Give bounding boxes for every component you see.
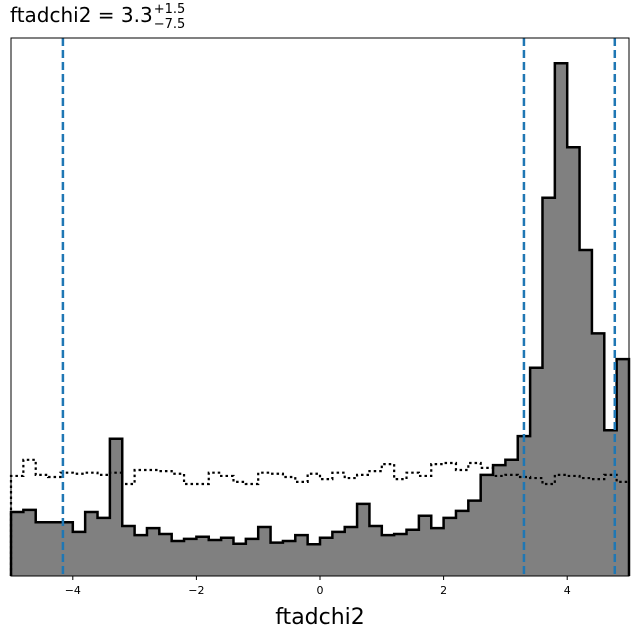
histogram-bar xyxy=(295,535,309,576)
histogram-bar xyxy=(184,538,197,576)
histogram-bar xyxy=(381,535,395,576)
histogram-bar xyxy=(85,511,98,576)
histogram-bar xyxy=(208,539,222,576)
histogram-bar xyxy=(23,509,37,576)
chart-title: ftadchi2 = 3.3 xyxy=(10,3,153,27)
histogram-bar xyxy=(146,528,160,576)
title-upper-error: +1.5 xyxy=(154,2,186,17)
histogram-bar xyxy=(282,541,296,576)
title-equals: = xyxy=(91,3,120,27)
histogram-bar xyxy=(443,517,457,576)
x-tick-label: −4 xyxy=(65,584,81,597)
x-tick-label: 2 xyxy=(440,584,447,597)
histogram-bar xyxy=(554,63,568,576)
histogram-bar xyxy=(332,531,346,576)
histogram-bar xyxy=(97,517,111,576)
histogram-bar xyxy=(171,541,185,576)
plot-area xyxy=(9,38,631,577)
histogram-bar xyxy=(245,538,259,576)
x-tick-label: 0 xyxy=(317,584,324,597)
histogram-bar xyxy=(505,459,519,576)
histogram-bar xyxy=(221,537,234,576)
histogram-bar xyxy=(480,474,494,576)
histogram-bar xyxy=(357,503,370,576)
histogram-bar xyxy=(270,542,284,576)
histogram-bar xyxy=(579,249,593,577)
title-lower-error: −7.5 xyxy=(154,17,186,32)
histogram-bar xyxy=(394,534,407,576)
histogram-bar xyxy=(48,522,61,576)
histogram-bar xyxy=(109,438,123,576)
histogram-bar xyxy=(604,430,618,576)
x-axis-label: ftadchi2 xyxy=(275,605,365,630)
histogram-bar xyxy=(591,333,605,576)
histogram-bar xyxy=(35,522,49,576)
histogram-bar xyxy=(369,525,383,576)
x-axis-ticks: −4 −2 0 2 4 xyxy=(65,576,571,597)
histogram-bar xyxy=(431,528,444,576)
histogram-bar xyxy=(159,534,173,576)
histogram-bar xyxy=(468,500,482,576)
x-tick-label: 4 xyxy=(564,584,571,597)
histogram-bar xyxy=(122,525,135,576)
histogram-bar xyxy=(258,527,271,576)
histogram-bar xyxy=(134,535,148,576)
histogram-bar xyxy=(196,536,210,576)
histogram-bar xyxy=(307,544,321,576)
histogram-bar xyxy=(616,359,630,576)
histogram-bar xyxy=(11,511,24,576)
histogram-bar xyxy=(72,531,86,576)
histogram-bar xyxy=(567,147,580,577)
histogram-bar xyxy=(344,527,358,576)
prior-histogram-outline xyxy=(9,458,629,576)
histogram-bar xyxy=(233,543,247,576)
histogram-bar xyxy=(320,537,333,576)
histogram-bar xyxy=(418,515,432,576)
histogram-bar xyxy=(542,197,556,576)
histogram-bar xyxy=(455,510,469,576)
histogram-bar xyxy=(493,465,506,576)
x-tick-label: −2 xyxy=(188,584,204,597)
histogram-bar xyxy=(530,367,543,576)
title-parameter-name: ftadchi2 xyxy=(10,3,91,27)
histogram-bar xyxy=(406,529,420,576)
title-value: 3.3 xyxy=(121,3,153,27)
